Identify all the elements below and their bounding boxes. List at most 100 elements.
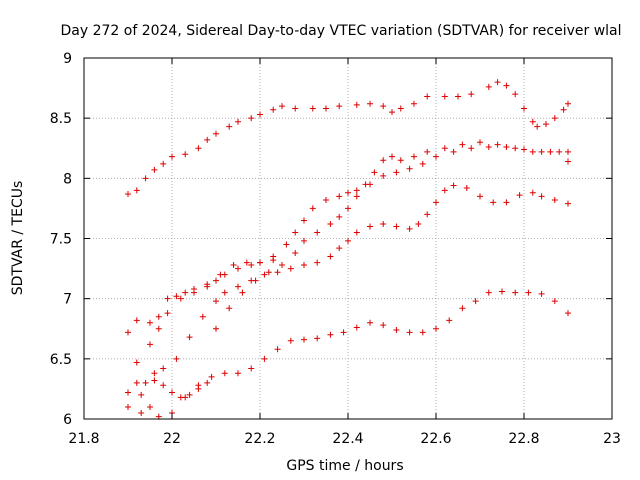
data-point [217,271,224,278]
data-point [182,151,189,158]
y-tick-label: 8.5 [50,111,72,127]
data-point [336,103,343,110]
data-point [441,187,448,194]
data-point [204,281,211,288]
data-point [261,355,268,362]
data-point [477,193,483,200]
data-point [235,118,241,125]
data-point [195,145,202,152]
data-point [419,329,426,336]
data-point [512,289,519,296]
data-point [265,269,272,276]
data-point [125,389,131,396]
data-point [169,389,175,396]
data-point [327,221,334,228]
data-point [433,325,439,332]
axis-ticks: 21.8 22 22.2 22.4 22.6 22.8 23 6 6.5 7 7.5 8 8.5 9 [50,51,621,447]
data-point [367,100,373,107]
data-point [221,289,228,296]
data-point [433,153,439,160]
data-point [336,213,343,220]
data-point [169,153,175,160]
data-point [367,181,373,188]
data-point [261,271,268,278]
data-point [195,385,202,392]
data-point [147,341,153,348]
data-point [397,157,404,164]
data-point [182,289,189,296]
data-point [155,325,162,332]
data-point [424,148,431,155]
data-point [177,394,184,401]
y-tick-label: 6.5 [50,352,72,368]
data-point [186,391,193,398]
data-point [314,335,321,342]
data-point [565,158,571,165]
data-point [367,223,373,230]
data-point [485,289,492,296]
data-point [274,346,281,353]
data-point [283,241,290,248]
grid-lines [84,58,612,419]
data-point [353,101,360,108]
data-point [213,130,219,137]
series-s6 [125,257,277,336]
data-point [380,172,387,179]
data-point [450,148,457,155]
data-point [441,145,448,152]
data-point [138,391,145,398]
data-point [353,229,360,236]
data-point [424,93,431,100]
data-points [125,79,571,420]
data-point [160,365,167,372]
series-s3 [213,144,571,332]
data-point [411,100,417,107]
data-point [455,93,461,100]
data-point [393,326,400,333]
series-s1 [125,79,571,197]
data-point [191,286,197,293]
data-point [472,298,479,305]
x-tick-label: 23 [603,431,621,447]
chart-title: Day 272 of 2024, Sidereal Day-to-day VTE… [60,23,621,39]
data-point [133,379,140,386]
data-point [397,105,404,112]
data-point [345,189,351,196]
data-point [371,169,378,176]
data-point [208,373,215,380]
data-point [235,370,241,377]
data-point [309,105,316,112]
data-point [393,169,400,176]
data-point [459,305,466,312]
y-tick-label: 7 [63,292,72,308]
data-point [516,192,523,199]
data-point [323,196,329,203]
data-point [336,245,343,252]
data-point [494,141,501,148]
data-point [556,148,563,155]
data-point [151,377,158,384]
data-point [155,313,162,320]
data-point [485,83,492,90]
data-point [353,187,360,194]
data-point [424,211,431,218]
data-point [565,100,571,107]
data-point [235,283,241,290]
data-point [292,249,299,256]
data-point [463,184,470,191]
y-tick-label: 8 [63,171,72,187]
data-point [538,148,545,155]
data-point [133,359,140,366]
data-point [301,336,307,343]
data-point [521,105,527,112]
data-point [415,221,422,228]
data-point [503,199,510,206]
data-point [248,261,255,268]
data-point [538,290,545,297]
data-point [490,199,497,206]
data-point [446,317,453,324]
data-point [133,317,140,324]
data-point [221,370,228,377]
data-point [292,229,299,236]
data-point [380,157,387,164]
